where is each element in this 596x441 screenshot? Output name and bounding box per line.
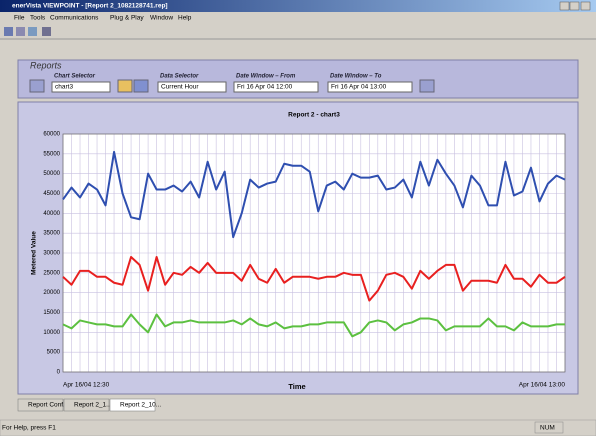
plot-border [62,133,566,373]
tab-label: Report 2_1... [74,402,112,409]
y-tick-label: 45000 [43,191,60,197]
chart-selector-value: chart3 [55,84,73,91]
y-tick-label: 5000 [47,350,61,356]
button[interactable] [117,79,133,93]
status-bar [0,419,596,437]
menu-item[interactable]: Communications [50,15,99,22]
data-selector-value: Current Hour [161,84,199,91]
title-bar [0,0,596,12]
label: Date Window – To [330,74,382,80]
menu-item[interactable]: File [14,15,25,22]
y-tick-label: 55000 [43,151,60,157]
date-to-value: Fri 16 Apr 04 13:00 [331,84,387,91]
button[interactable] [419,79,435,93]
window-controls[interactable] [559,1,591,11]
x-tick-label: Apr 16/04 13:00 [519,382,566,389]
menu-item[interactable]: Window [150,15,173,22]
series-line [62,313,565,338]
status-help: For Help, press F1 [2,425,56,432]
series-line [62,150,566,239]
status-pane [534,421,564,434]
tab[interactable] [63,398,110,412]
y-tick-label: 20000 [43,290,60,296]
label: Chart Selector [54,74,96,80]
y-tick-label: 25000 [43,270,60,276]
toolbar[interactable] [4,27,51,36]
tab-label: Report Conf... [28,402,69,409]
y-tick-label: 0 [57,370,61,376]
menu-bar: File Tools Communications Plug & Play Window… [14,15,192,22]
y-tick-label: 30000 [43,251,60,257]
chart-title: Report 2 - chart3 [288,112,340,119]
reports-heading: Reports [30,60,62,70]
data-selector[interactable] [157,81,227,93]
y-tick-label: 40000 [43,211,60,217]
label: Data Selector [160,74,199,80]
y-tick-label: 50000 [43,171,60,177]
label: Date Window – From [236,74,296,80]
tab[interactable] [17,398,64,412]
menu-item[interactable]: Plug & Play [110,15,144,22]
menu-item[interactable]: Tools [30,15,46,22]
button[interactable] [133,79,149,93]
date-from[interactable] [233,81,319,93]
x-axis-label: Time [288,382,305,391]
x-tick-label: Apr 16/04 12:30 [63,382,110,389]
y-axis-label: Metered Value [31,231,38,275]
date-from-value: Fri 16 Apr 04 12:00 [237,84,293,91]
button[interactable] [29,79,45,93]
chart-selector[interactable] [51,81,111,93]
y-tick-label: 60000 [43,132,60,138]
status-num: NUM [540,425,555,432]
date-to[interactable] [327,81,413,93]
tab-label: Report 2_10... [120,402,161,409]
window-title: enerVista VIEWPOINT - [Report 2_10821287… [12,3,168,10]
y-tick-label: 10000 [43,330,60,336]
y-tick-label: 35000 [43,231,60,237]
tab[interactable] [109,398,156,412]
menu-item[interactable]: Help [178,15,192,22]
series-line [62,255,566,302]
tab-bar: Report Conf... Report 2_1... Report 2_10..… [17,398,161,412]
y-tick-label: 15000 [43,310,60,316]
